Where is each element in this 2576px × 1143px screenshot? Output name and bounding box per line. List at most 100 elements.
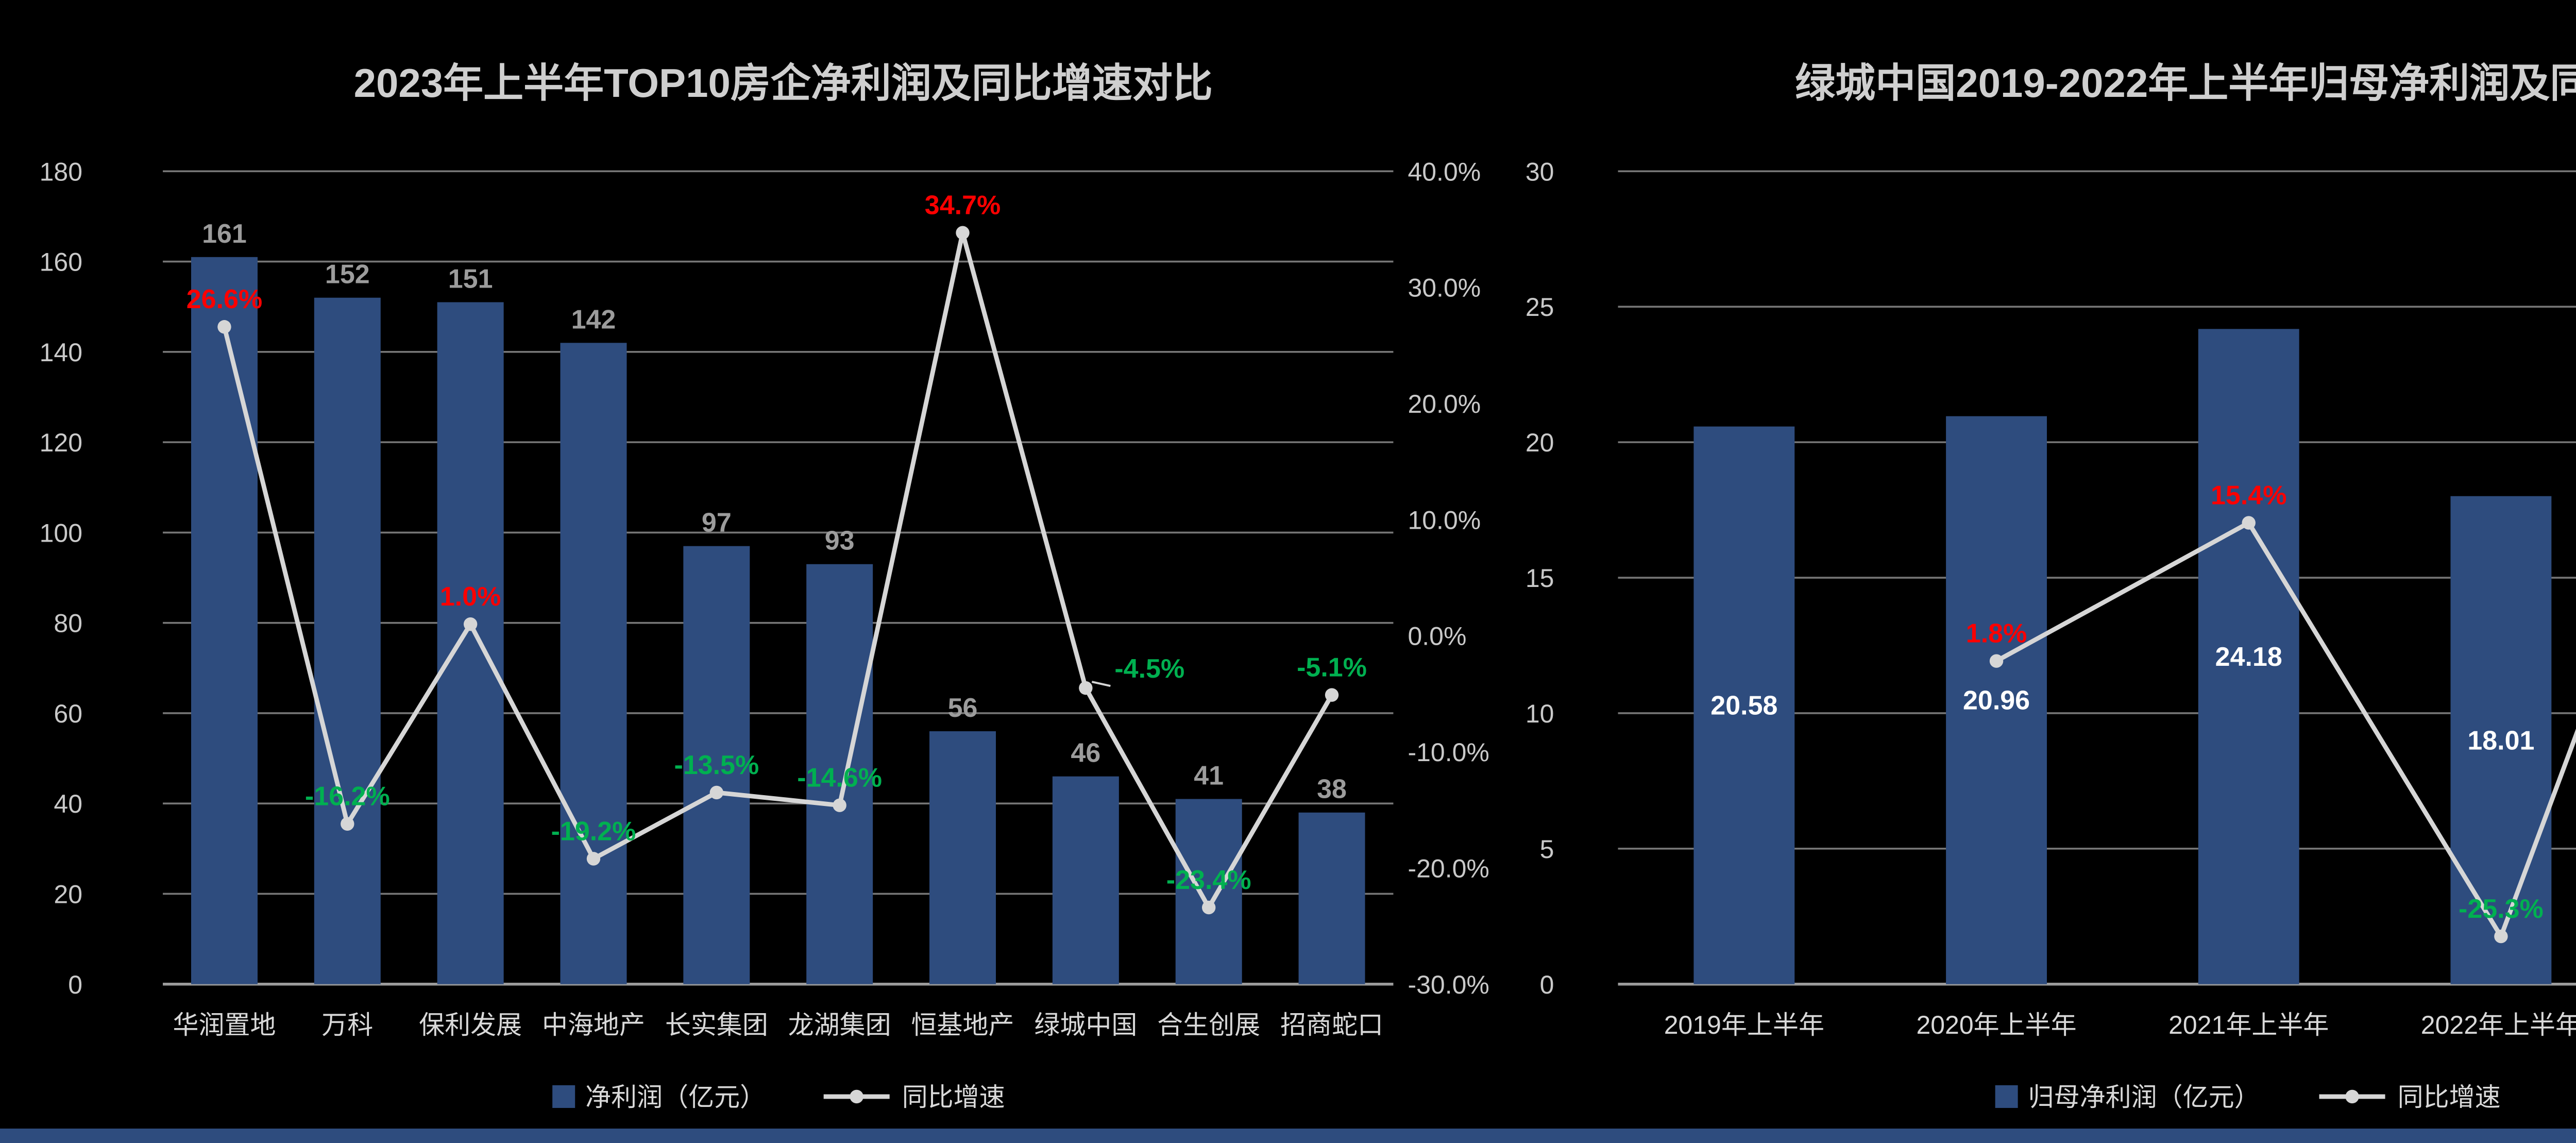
secondary-axis-tick-label: 0.0%: [1408, 622, 1466, 651]
y-axis-tick-label: 30: [1526, 157, 1554, 186]
x-axis-category-label: 中海地产: [542, 1011, 645, 1039]
x-axis-category-label: 绿城中国: [1034, 1011, 1137, 1039]
line-point-label: 1.0%: [440, 582, 501, 612]
trend-line: [1995, 519, 2576, 942]
trend-line: [222, 232, 1334, 912]
x-axis-category-label: 保利发展: [419, 1011, 522, 1039]
bar: [560, 343, 627, 984]
line-point: [956, 226, 970, 240]
legend-label: 归母净利润（亿元）: [2028, 1083, 2260, 1112]
y-axis-tick-label: 80: [54, 609, 82, 638]
line-point-label: -14.6%: [797, 763, 882, 793]
bar-value-label: 18.01: [2467, 726, 2534, 755]
y-axis-tick-label: 10: [1526, 699, 1554, 728]
secondary-axis-tick-label: -20.0%: [1408, 854, 1489, 883]
bar: [1693, 426, 1795, 984]
bar: [191, 257, 258, 984]
bottom-accent-bar: [0, 1129, 2576, 1143]
bar-value-label: 38: [1317, 775, 1347, 804]
bar-value-label: 20.58: [1710, 691, 1777, 721]
bar-value-label: 97: [702, 508, 732, 538]
y-axis-tick-label: 25: [1526, 293, 1554, 322]
x-axis-category-label: 2021年上半年: [2168, 1011, 2329, 1039]
line-point-label: -25.3%: [2459, 894, 2544, 924]
bar-value-label: 24.18: [2215, 642, 2282, 672]
x-axis-category-label: 恒基地产: [911, 1011, 1014, 1039]
y-axis-tick-label: 15: [1526, 564, 1554, 593]
bar-value-label: 142: [571, 305, 616, 334]
chart-title: 2023年上半年TOP10房企净利润及同比增速对比: [354, 60, 1213, 106]
secondary-axis-tick-label: 40.0%: [1408, 157, 1481, 186]
line-point-label: 26.6%: [187, 284, 262, 314]
legend-line-marker: [2345, 1089, 2359, 1104]
line-point: [1079, 681, 1093, 695]
line-point: [1325, 688, 1339, 702]
line-point-label: -19.2%: [551, 816, 636, 846]
legend-label: 净利润（亿元）: [585, 1083, 766, 1112]
line-point-label: -23.4%: [1166, 865, 1251, 895]
bar-value-label: 152: [325, 260, 370, 290]
x-axis-category-label: 华润置地: [173, 1011, 276, 1039]
secondary-axis-tick-label: -30.0%: [1408, 970, 1489, 999]
x-axis-category-label: 长实集团: [665, 1011, 768, 1039]
line-point-label: 15.4%: [2211, 480, 2286, 510]
legend-bar-swatch: [552, 1085, 575, 1108]
x-axis-category-label: 2019年上半年: [1664, 1011, 1824, 1039]
secondary-axis-tick-label: 30.0%: [1408, 274, 1481, 302]
line-point: [2242, 516, 2256, 530]
line-point-label: 34.7%: [925, 191, 1001, 221]
y-axis-tick-label: 60: [54, 699, 82, 728]
line-point: [709, 785, 724, 800]
line-point: [341, 817, 354, 831]
y-axis-tick-label: 120: [40, 428, 82, 457]
bar-value-label: 41: [1194, 761, 1224, 791]
x-axis-category-label: 万科: [321, 1011, 373, 1039]
y-axis-tick-label: 160: [40, 248, 82, 277]
y-axis-tick-label: 100: [40, 518, 82, 547]
bar: [929, 731, 996, 984]
line-point: [463, 617, 478, 631]
line-point: [1989, 654, 2004, 668]
secondary-axis-tick-label: 10.0%: [1408, 506, 1481, 534]
x-axis-category-label: 2020年上半年: [1916, 1011, 2076, 1039]
x-axis-category-label: 2022年上半年: [2421, 1011, 2576, 1039]
secondary-axis-tick-label: 20.0%: [1408, 390, 1481, 418]
line-point: [586, 852, 601, 866]
bar-value-label: 151: [448, 264, 493, 294]
line-point: [1201, 900, 1216, 915]
bar: [314, 297, 381, 984]
legend-line-marker: [850, 1089, 863, 1104]
x-axis-category-label: 合生创展: [1157, 1011, 1260, 1039]
legend-label: 同比增速: [2398, 1083, 2501, 1112]
y-axis-tick-label: 40: [54, 789, 82, 818]
line-point: [833, 798, 846, 812]
bar-value-label: 46: [1071, 738, 1100, 768]
x-axis-category-label: 龙湖集团: [788, 1011, 891, 1039]
bar-value-label: 161: [202, 219, 247, 249]
bar-value-label: 20.96: [1963, 686, 2030, 716]
line-point: [2494, 929, 2508, 944]
bar: [1946, 416, 2047, 984]
bar: [683, 546, 750, 984]
bar: [1298, 812, 1365, 984]
line-point-label: -13.5%: [674, 750, 759, 780]
y-axis-tick-label: 20: [54, 880, 82, 909]
line-point-label: -16.2%: [305, 782, 390, 812]
line-point-label: -5.1%: [1297, 653, 1367, 683]
bar: [1175, 799, 1242, 984]
bar: [437, 302, 504, 984]
bar: [806, 564, 873, 984]
bar: [2450, 496, 2552, 984]
line-point-label: -4.5%: [1114, 654, 1184, 684]
x-axis-category-label: 招商蛇口: [1280, 1011, 1383, 1039]
line-point-label: 1.8%: [1966, 619, 2027, 649]
chart-title: 绿城中国2019-2022年上半年归母净利润及同比增速: [1795, 60, 2576, 106]
secondary-axis-tick-label: -10.0%: [1408, 738, 1489, 767]
bar: [1052, 776, 1119, 984]
y-axis-tick-label: 180: [40, 157, 82, 186]
y-axis-tick-label: 140: [40, 338, 82, 367]
y-axis-tick-label: 5: [1540, 835, 1554, 864]
bar-value-label: 56: [948, 693, 978, 723]
